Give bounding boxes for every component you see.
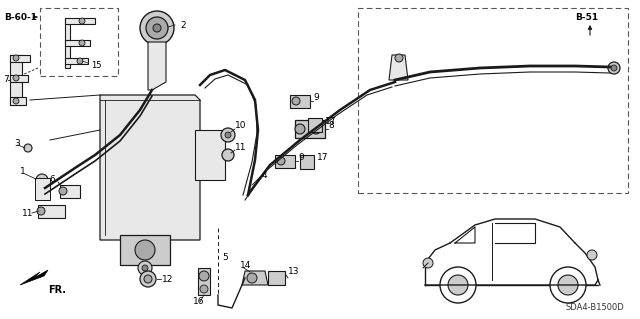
Bar: [358, 8, 628, 193]
Circle shape: [153, 24, 161, 32]
Text: SDA4-B1500D: SDA4-B1500D: [565, 303, 624, 313]
Circle shape: [77, 58, 83, 64]
Circle shape: [138, 261, 152, 275]
Circle shape: [225, 132, 231, 138]
Text: 17: 17: [325, 117, 337, 127]
Text: B-51: B-51: [575, 13, 598, 23]
Circle shape: [448, 275, 468, 295]
Circle shape: [79, 18, 85, 24]
Polygon shape: [120, 235, 170, 265]
Polygon shape: [389, 55, 408, 80]
Circle shape: [200, 285, 208, 293]
Circle shape: [295, 124, 305, 134]
Circle shape: [611, 65, 617, 71]
Polygon shape: [65, 40, 90, 46]
Circle shape: [140, 11, 174, 45]
Polygon shape: [268, 271, 285, 285]
Polygon shape: [242, 271, 268, 285]
Circle shape: [292, 97, 300, 105]
Polygon shape: [10, 97, 26, 105]
Circle shape: [13, 98, 19, 104]
Text: FR.: FR.: [48, 285, 66, 295]
Circle shape: [277, 157, 285, 165]
Polygon shape: [300, 155, 314, 169]
Text: 11: 11: [22, 210, 33, 219]
Circle shape: [142, 265, 148, 271]
Circle shape: [39, 189, 45, 195]
Text: 2: 2: [180, 20, 186, 29]
Polygon shape: [10, 75, 28, 82]
Polygon shape: [10, 55, 30, 62]
Polygon shape: [308, 118, 322, 132]
Circle shape: [36, 174, 48, 186]
Circle shape: [199, 271, 209, 281]
Polygon shape: [275, 155, 295, 168]
Polygon shape: [100, 95, 200, 240]
Polygon shape: [60, 185, 80, 198]
Circle shape: [423, 258, 433, 268]
Circle shape: [140, 271, 156, 287]
Circle shape: [38, 182, 46, 190]
Polygon shape: [148, 42, 166, 90]
Polygon shape: [290, 95, 310, 108]
Circle shape: [587, 250, 597, 260]
Text: 5: 5: [222, 254, 228, 263]
Text: B-60-1: B-60-1: [4, 12, 37, 21]
Text: 7: 7: [3, 76, 9, 85]
Text: 17: 17: [317, 153, 328, 162]
Circle shape: [395, 54, 403, 62]
Text: 11: 11: [235, 143, 246, 152]
Text: 8: 8: [328, 122, 333, 130]
Circle shape: [144, 275, 152, 283]
Text: 10: 10: [235, 122, 246, 130]
Polygon shape: [35, 178, 50, 200]
Bar: [40, 8, 118, 76]
Circle shape: [13, 55, 19, 61]
Circle shape: [558, 275, 578, 295]
Circle shape: [59, 187, 67, 195]
Circle shape: [550, 267, 586, 303]
Polygon shape: [65, 58, 88, 64]
Text: 14: 14: [240, 261, 252, 270]
Text: 6: 6: [49, 175, 55, 184]
Polygon shape: [198, 268, 210, 295]
Circle shape: [222, 149, 234, 161]
Polygon shape: [38, 205, 65, 218]
Polygon shape: [10, 55, 22, 105]
Polygon shape: [65, 18, 70, 68]
Circle shape: [79, 40, 85, 46]
Circle shape: [221, 128, 235, 142]
Text: 1: 1: [20, 167, 26, 176]
Polygon shape: [65, 18, 95, 24]
Text: 4: 4: [262, 170, 268, 180]
Circle shape: [608, 62, 620, 74]
Circle shape: [440, 267, 476, 303]
Circle shape: [146, 17, 168, 39]
Polygon shape: [295, 120, 325, 138]
Text: 3: 3: [14, 138, 20, 147]
Circle shape: [13, 75, 19, 81]
Text: 16: 16: [193, 298, 205, 307]
Circle shape: [135, 240, 155, 260]
Text: 9: 9: [298, 153, 304, 162]
Polygon shape: [20, 270, 48, 285]
Circle shape: [24, 144, 32, 152]
Circle shape: [247, 273, 257, 283]
Circle shape: [37, 207, 45, 215]
Circle shape: [311, 124, 321, 134]
Text: 12: 12: [162, 275, 173, 284]
Text: 9: 9: [313, 93, 319, 102]
Text: 15: 15: [91, 61, 102, 70]
Polygon shape: [195, 130, 225, 180]
Text: 13: 13: [288, 266, 300, 276]
